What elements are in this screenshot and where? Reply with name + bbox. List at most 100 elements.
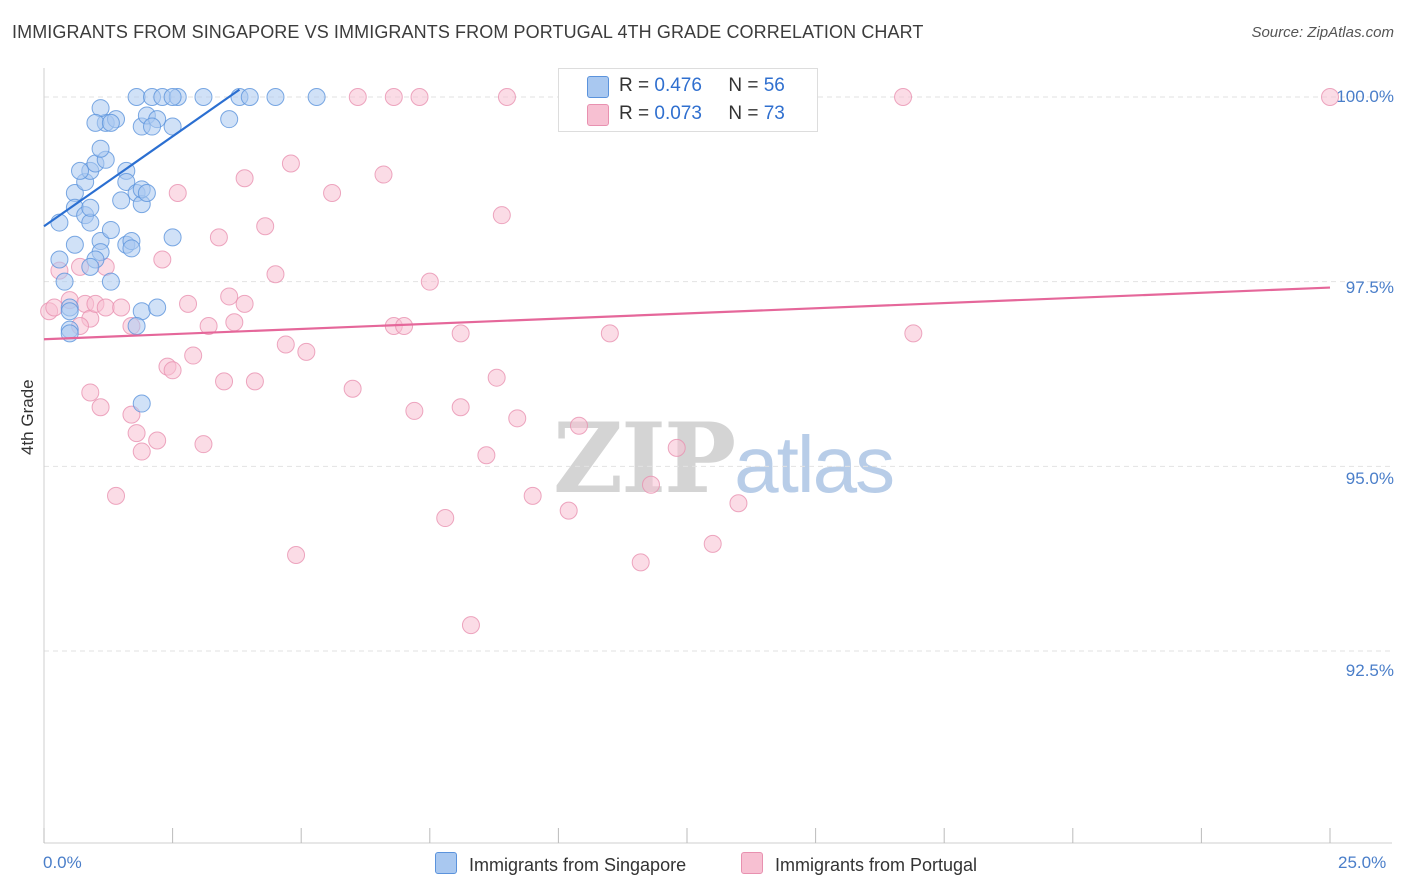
data-point-portugal bbox=[410, 88, 429, 106]
data-point-portugal bbox=[348, 88, 367, 106]
data-point-portugal bbox=[96, 298, 115, 317]
data-point-portugal bbox=[523, 486, 542, 505]
data-point-portugal bbox=[276, 335, 295, 354]
data-point-portugal bbox=[487, 368, 506, 387]
data-point-singapore bbox=[50, 250, 69, 269]
x-tick-label-min: 0.0% bbox=[43, 853, 82, 872]
data-point-singapore bbox=[81, 198, 100, 217]
data-point-portugal bbox=[122, 405, 141, 424]
stats-legend: R = 0.476 N = 56 R = 0.073 N = 73 bbox=[558, 68, 818, 132]
data-point-portugal bbox=[894, 88, 913, 106]
data-point-portugal bbox=[569, 416, 588, 435]
data-point-portugal bbox=[384, 88, 403, 106]
data-point-portugal bbox=[559, 501, 578, 520]
data-point-portugal bbox=[1321, 88, 1339, 106]
legend-r-label: R = bbox=[619, 75, 650, 96]
data-point-singapore bbox=[101, 272, 120, 291]
data-point-singapore bbox=[55, 272, 74, 291]
bottom-legend-singapore: Immigrants from Singapore bbox=[435, 852, 686, 876]
data-point-singapore bbox=[91, 139, 110, 158]
data-point-singapore bbox=[266, 88, 285, 106]
data-point-portugal bbox=[194, 435, 213, 454]
data-point-portugal bbox=[436, 509, 455, 528]
legend-r-value: 0.073 bbox=[654, 103, 702, 124]
legend-n-label: N = bbox=[728, 75, 759, 96]
data-point-singapore bbox=[81, 257, 100, 276]
source-credit: Source: ZipAtlas.com bbox=[1251, 24, 1394, 41]
watermark-atlas: atlas bbox=[734, 420, 895, 509]
data-point-singapore bbox=[240, 88, 259, 106]
data-point-portugal bbox=[266, 265, 285, 284]
data-point-portugal bbox=[477, 446, 496, 465]
chart-title: IMMIGRANTS FROM SINGAPORE VS IMMIGRANTS … bbox=[12, 22, 924, 42]
data-point-portugal bbox=[256, 217, 275, 236]
data-point-singapore bbox=[71, 161, 90, 180]
watermark: ZIPatlas bbox=[553, 402, 895, 515]
data-point-portugal bbox=[297, 342, 316, 361]
bottom-legend-portugal: Immigrants from Portugal bbox=[741, 852, 977, 876]
bottom-legend-label-singapore: Immigrants from Singapore bbox=[469, 855, 687, 875]
legend-swatch-portugal bbox=[587, 104, 609, 126]
data-point-portugal bbox=[163, 361, 182, 380]
data-point-portugal bbox=[179, 294, 198, 313]
data-point-portugal bbox=[91, 398, 110, 417]
data-point-singapore bbox=[132, 394, 151, 413]
trend-line-portugal bbox=[43, 286, 1331, 341]
data-point-portugal bbox=[631, 553, 650, 572]
data-point-portugal bbox=[184, 346, 203, 365]
data-point-singapore bbox=[137, 184, 156, 203]
legend-swatch-singapore bbox=[587, 76, 609, 98]
data-point-singapore bbox=[143, 117, 162, 136]
data-point-portugal bbox=[112, 298, 131, 317]
data-point-portugal bbox=[497, 88, 516, 106]
data-point-singapore bbox=[65, 235, 84, 254]
data-point-portugal bbox=[235, 294, 254, 313]
data-point-portugal bbox=[245, 372, 264, 391]
data-point-singapore bbox=[127, 88, 146, 106]
data-point-portugal bbox=[220, 287, 239, 306]
data-point-singapore bbox=[220, 110, 239, 129]
data-point-singapore bbox=[122, 239, 141, 258]
bottom-legend-swatch-portugal bbox=[741, 852, 763, 874]
data-point-portugal bbox=[451, 398, 470, 417]
data-point-singapore bbox=[163, 228, 182, 247]
data-point-singapore bbox=[127, 316, 146, 335]
data-point-portugal bbox=[209, 228, 228, 247]
data-point-portugal bbox=[729, 494, 748, 513]
data-point-portugal bbox=[148, 431, 167, 450]
data-point-singapore bbox=[60, 302, 79, 321]
data-point-portugal bbox=[153, 250, 172, 269]
data-point-portugal bbox=[508, 409, 527, 428]
data-point-portugal bbox=[904, 324, 923, 343]
data-point-singapore bbox=[86, 113, 105, 132]
data-point-singapore bbox=[307, 88, 326, 106]
data-point-portugal bbox=[323, 184, 342, 203]
legend-n-value: 73 bbox=[763, 103, 785, 124]
data-point-portugal bbox=[107, 486, 126, 505]
trend-line-singapore bbox=[43, 88, 241, 228]
legend-n-label: N = bbox=[728, 103, 759, 124]
legend-n-value: 56 bbox=[763, 75, 785, 96]
data-point-portugal bbox=[703, 534, 722, 553]
data-point-portugal bbox=[461, 616, 480, 635]
data-point-portugal bbox=[215, 372, 234, 391]
data-point-portugal bbox=[667, 438, 686, 457]
data-point-singapore bbox=[101, 113, 120, 132]
bottom-legend-swatch-singapore bbox=[435, 852, 457, 874]
data-point-portugal bbox=[168, 184, 187, 203]
data-point-portugal bbox=[492, 206, 511, 225]
x-tick-label-max: 25.0% bbox=[1338, 853, 1387, 872]
data-point-portugal bbox=[127, 424, 146, 443]
data-point-portugal bbox=[405, 401, 424, 420]
data-point-singapore bbox=[101, 220, 120, 239]
data-point-portugal bbox=[199, 316, 218, 335]
data-point-portugal bbox=[451, 324, 470, 343]
data-point-portugal bbox=[281, 154, 300, 173]
data-point-portugal bbox=[343, 379, 362, 398]
y-tick-label: 97.5% bbox=[1345, 278, 1394, 297]
data-point-portugal bbox=[600, 324, 619, 343]
data-point-portugal bbox=[225, 313, 244, 332]
data-point-portugal bbox=[45, 298, 64, 317]
y-axis-label: 4th Grade bbox=[18, 379, 37, 455]
